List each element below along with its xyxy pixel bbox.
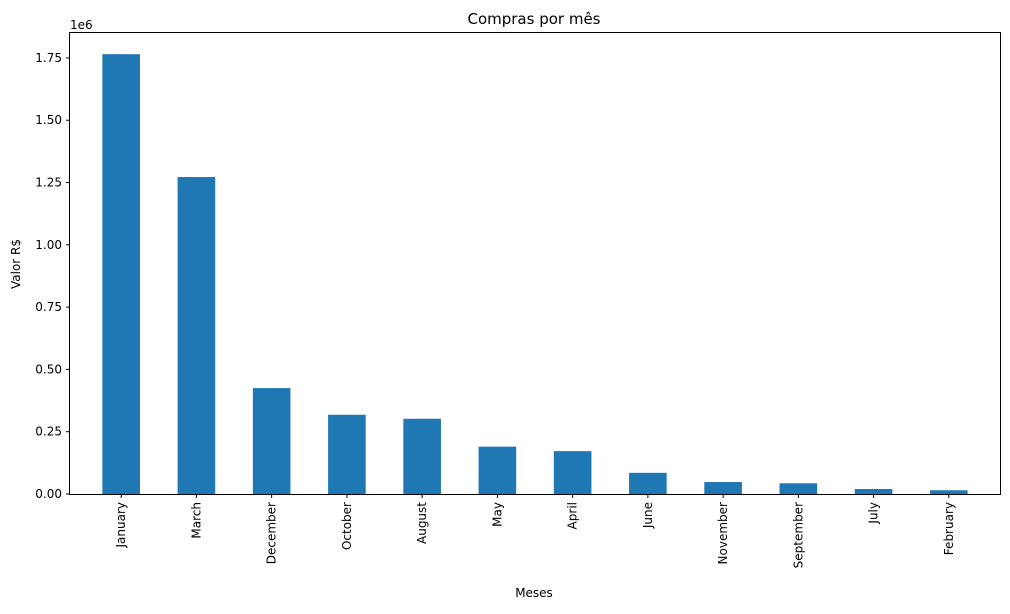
y-tick-label: 0.75 [35,300,62,314]
bar-september [779,483,818,494]
bar-february [930,490,968,494]
y-tick-label: 0.00 [35,487,62,501]
bar-january [102,54,140,494]
y-axis-label: Valor R$ [9,239,23,289]
bars-group [102,54,968,494]
x-tick-label-october: October [340,502,354,550]
bar-july [854,489,893,494]
x-tick-label-december: December [265,502,279,564]
x-axis-label: Meses [515,586,553,600]
bar-june [629,472,667,494]
y-axis-ticks: 0.00 0.25 0.50 0.75 1.00 1.25 1.50 1.75 [35,51,70,501]
y-tick-label: 1.00 [35,238,62,252]
x-tick-label-august: August [415,502,429,544]
x-tick-label-november: November [716,502,730,564]
bar-december [252,388,291,494]
y-tick-label: 1.50 [35,113,62,127]
x-tick-label-june: June [641,502,655,529]
y-tick-label: 1.75 [35,51,62,65]
x-tick-label-may: May [490,502,504,527]
x-tick-label-september: September [791,502,805,568]
y-tick-label: 0.25 [35,425,62,439]
x-tick-label-february: February [942,502,956,555]
x-tick-label-january: January [114,502,128,549]
chart-title: Compras por mês [467,10,600,28]
bar-april [553,451,592,494]
bar-may [478,446,517,494]
plot-frame [69,32,1001,495]
bar-march [177,177,216,494]
y-tick-label: 1.25 [35,176,62,190]
y-axis-offset-label: 1e6 [70,18,93,32]
bar-october [328,414,366,494]
bar-november [704,482,742,494]
y-tick-label: 0.50 [35,362,62,376]
x-tick-label-march: March [189,502,203,539]
x-tick-label-april: April [566,502,580,529]
x-tick-label-july: July [867,502,881,525]
x-axis-ticks: January March December October August May Apri… [114,494,956,568]
bar-august [403,418,441,494]
